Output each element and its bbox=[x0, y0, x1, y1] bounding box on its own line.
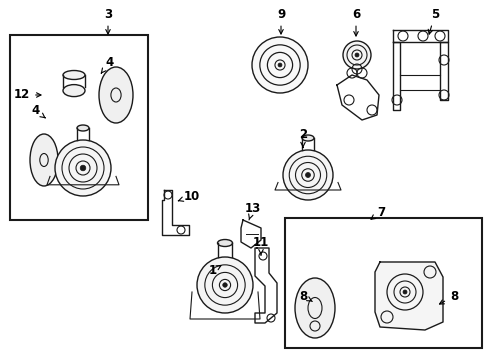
Ellipse shape bbox=[294, 278, 334, 338]
Circle shape bbox=[402, 290, 406, 294]
Text: 7: 7 bbox=[370, 206, 384, 219]
Text: 8: 8 bbox=[298, 289, 312, 302]
Text: 4: 4 bbox=[32, 104, 45, 118]
Ellipse shape bbox=[30, 134, 58, 186]
Text: 1: 1 bbox=[208, 264, 221, 276]
Ellipse shape bbox=[302, 135, 313, 141]
Polygon shape bbox=[374, 262, 442, 330]
Circle shape bbox=[197, 257, 252, 313]
Bar bbox=[285, 218, 481, 348]
Bar bbox=[10, 35, 148, 220]
Circle shape bbox=[251, 37, 307, 93]
Text: 5: 5 bbox=[427, 8, 438, 34]
Ellipse shape bbox=[63, 71, 85, 80]
Text: 8: 8 bbox=[439, 289, 457, 304]
Text: 9: 9 bbox=[276, 8, 285, 34]
Circle shape bbox=[305, 172, 310, 177]
Text: 3: 3 bbox=[104, 8, 112, 34]
Text: 13: 13 bbox=[244, 202, 261, 220]
Ellipse shape bbox=[77, 125, 89, 131]
Circle shape bbox=[55, 140, 111, 196]
Text: 6: 6 bbox=[351, 8, 359, 36]
Text: 11: 11 bbox=[252, 237, 268, 255]
Text: 4: 4 bbox=[101, 55, 114, 73]
Circle shape bbox=[342, 41, 370, 69]
Circle shape bbox=[283, 150, 332, 200]
Text: 12: 12 bbox=[14, 89, 41, 102]
Circle shape bbox=[278, 63, 282, 67]
Text: 2: 2 bbox=[298, 129, 306, 147]
Ellipse shape bbox=[99, 67, 133, 123]
Circle shape bbox=[80, 165, 85, 171]
Circle shape bbox=[354, 53, 358, 57]
Text: 10: 10 bbox=[178, 189, 200, 202]
Ellipse shape bbox=[63, 85, 85, 96]
Circle shape bbox=[223, 283, 227, 287]
Ellipse shape bbox=[217, 239, 232, 247]
